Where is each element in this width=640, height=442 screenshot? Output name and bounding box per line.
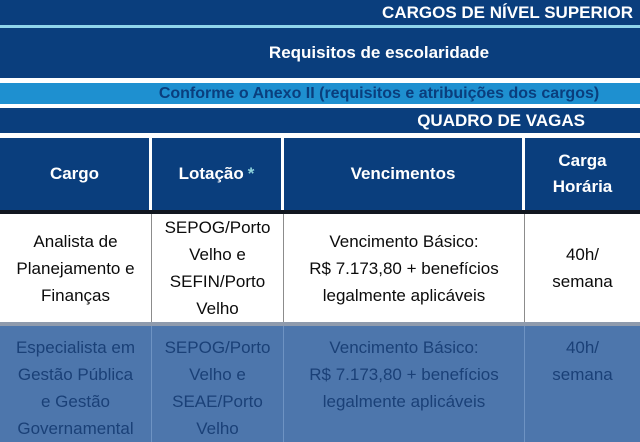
cell-cargo: Especialista em Gestão Pública e Gestão … [0,326,152,442]
header-carga-horaria-label: Carga Horária [552,151,613,197]
header-cell-cargo: Cargo [0,138,152,211]
banner-cargos-nivel-superior-text: CARGOS DE NÍVEL SUPERIOR [382,2,633,22]
banner-conforme-anexo: Conforme o Anexo II (requisitos e atribu… [0,83,640,104]
table-row-especialista-selected: Especialista em Gestão Pública e Gestão … [0,326,640,442]
lotacao-required-asterisk: * [247,164,255,184]
cell-carga-horaria: 40h/ semana [552,245,613,292]
cell-vencimentos: Vencimento Básico: R$ 7.173,80 + benefíc… [284,326,525,442]
header-lotacao-label: Lotação [178,164,244,184]
cell-cargo: Analista de Planejamento e Finanças [0,214,152,323]
banner-cargos-nivel-superior: CARGOS DE NÍVEL SUPERIOR [0,0,640,25]
header-cell-lotacao: Lotação * [152,138,284,211]
banner-quadro-de-vagas-text: QUADRO DE VAGAS [417,110,585,130]
cell-lotacao: SEPOG/Porto Velho e SEFIN/Porto Velho [152,214,284,323]
header-cell-vencimentos: Vencimentos [284,138,525,211]
table-header-row: Cargo Lotação * Vencimentos Carga Horári… [0,138,640,211]
cell-carga-horaria: 40h/ semana [552,338,613,384]
header-bottom-border [0,210,640,215]
vagas-table: Cargo Lotação * Vencimentos Carga Horári… [0,138,640,442]
header-cell-carga-horaria: Carga Horária [525,138,640,210]
cell-vencimentos: Vencimento Básico: R$ 7.173,80 + benefíc… [284,214,525,323]
banner-requisitos-escolaridade-text: Requisitos de escolaridade [268,43,490,62]
banner-requisitos-escolaridade: Requisitos de escolaridade [0,28,640,78]
banner-conforme-anexo-text: Conforme o Anexo II (requisitos e atribu… [158,84,600,102]
table-row-analista: Analista de Planejamento e Finanças SEPO… [0,214,640,323]
row-divider-border [0,322,640,326]
header-cargo-label: Cargo [49,164,100,184]
separator-white-2 [0,104,640,108]
cell-lotacao: SEPOG/Porto Velho e SEAE/Porto Velho [152,326,284,442]
separator-cyan [0,25,640,28]
separator-white-1 [0,78,640,83]
header-vencimentos-label: Vencimentos [350,164,456,184]
separator-white-3 [0,133,640,138]
banner-quadro-de-vagas: QUADRO DE VAGAS [0,108,640,133]
